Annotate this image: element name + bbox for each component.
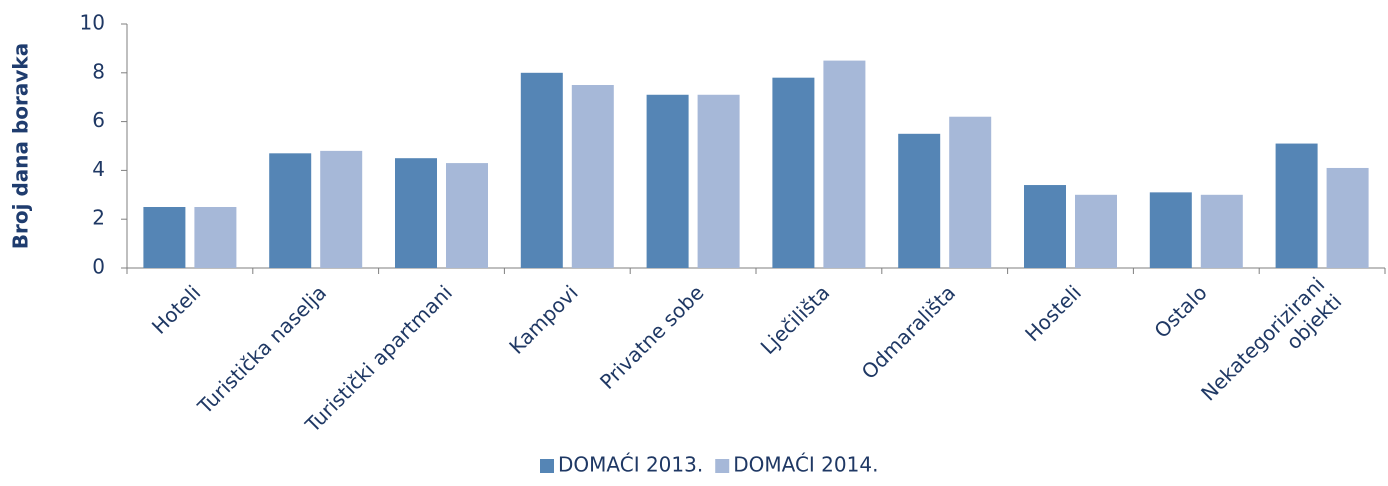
legend-label: DOMAĆI 2013.: [558, 453, 703, 477]
bar: [446, 163, 488, 268]
bar: [1024, 185, 1066, 268]
x-tick-label: Nekategoriziraniobjekti: [1196, 272, 1346, 422]
bar: [571, 85, 614, 268]
bar: [1275, 143, 1318, 268]
bar: [646, 94, 689, 268]
y-tick-label: 4: [92, 157, 105, 181]
bar: [1149, 192, 1192, 268]
legend-swatch: [540, 459, 554, 473]
y-tick-label: 2: [92, 206, 105, 230]
bar: [1075, 194, 1117, 268]
y-tick-label: 8: [92, 59, 105, 83]
bar: [194, 207, 237, 268]
x-tick-label: Hoteli: [147, 280, 205, 338]
bar: [143, 207, 186, 268]
y-tick-label: 0: [92, 255, 105, 279]
bar: [949, 116, 992, 268]
x-tick-label: Hosteli: [1020, 280, 1086, 346]
bar: [823, 60, 866, 268]
bar: [1326, 167, 1369, 268]
bar: [320, 150, 363, 268]
x-tick-label: Turistička naselja: [192, 280, 331, 419]
x-tick-label: Lječilišta: [756, 280, 835, 359]
y-axis-title: Broj dana boravka: [9, 43, 33, 249]
bar: [697, 94, 740, 268]
bar: [898, 133, 941, 268]
bar: [269, 153, 312, 268]
x-tick-label: Kampovi: [504, 280, 582, 358]
x-tick-label: Privatne sobe: [595, 280, 708, 393]
bar: [772, 77, 815, 269]
y-tick-label: 6: [92, 108, 105, 132]
bar: [520, 72, 563, 268]
bar: [395, 158, 437, 268]
legend-swatch: [715, 459, 730, 473]
x-tick-label: Ostalo: [1149, 280, 1211, 342]
bar: [1200, 194, 1243, 268]
legend-label: DOMAĆI 2014.: [733, 453, 878, 477]
x-tick-label: Odmarališta: [857, 280, 960, 383]
y-tick-label: 10: [80, 11, 105, 35]
